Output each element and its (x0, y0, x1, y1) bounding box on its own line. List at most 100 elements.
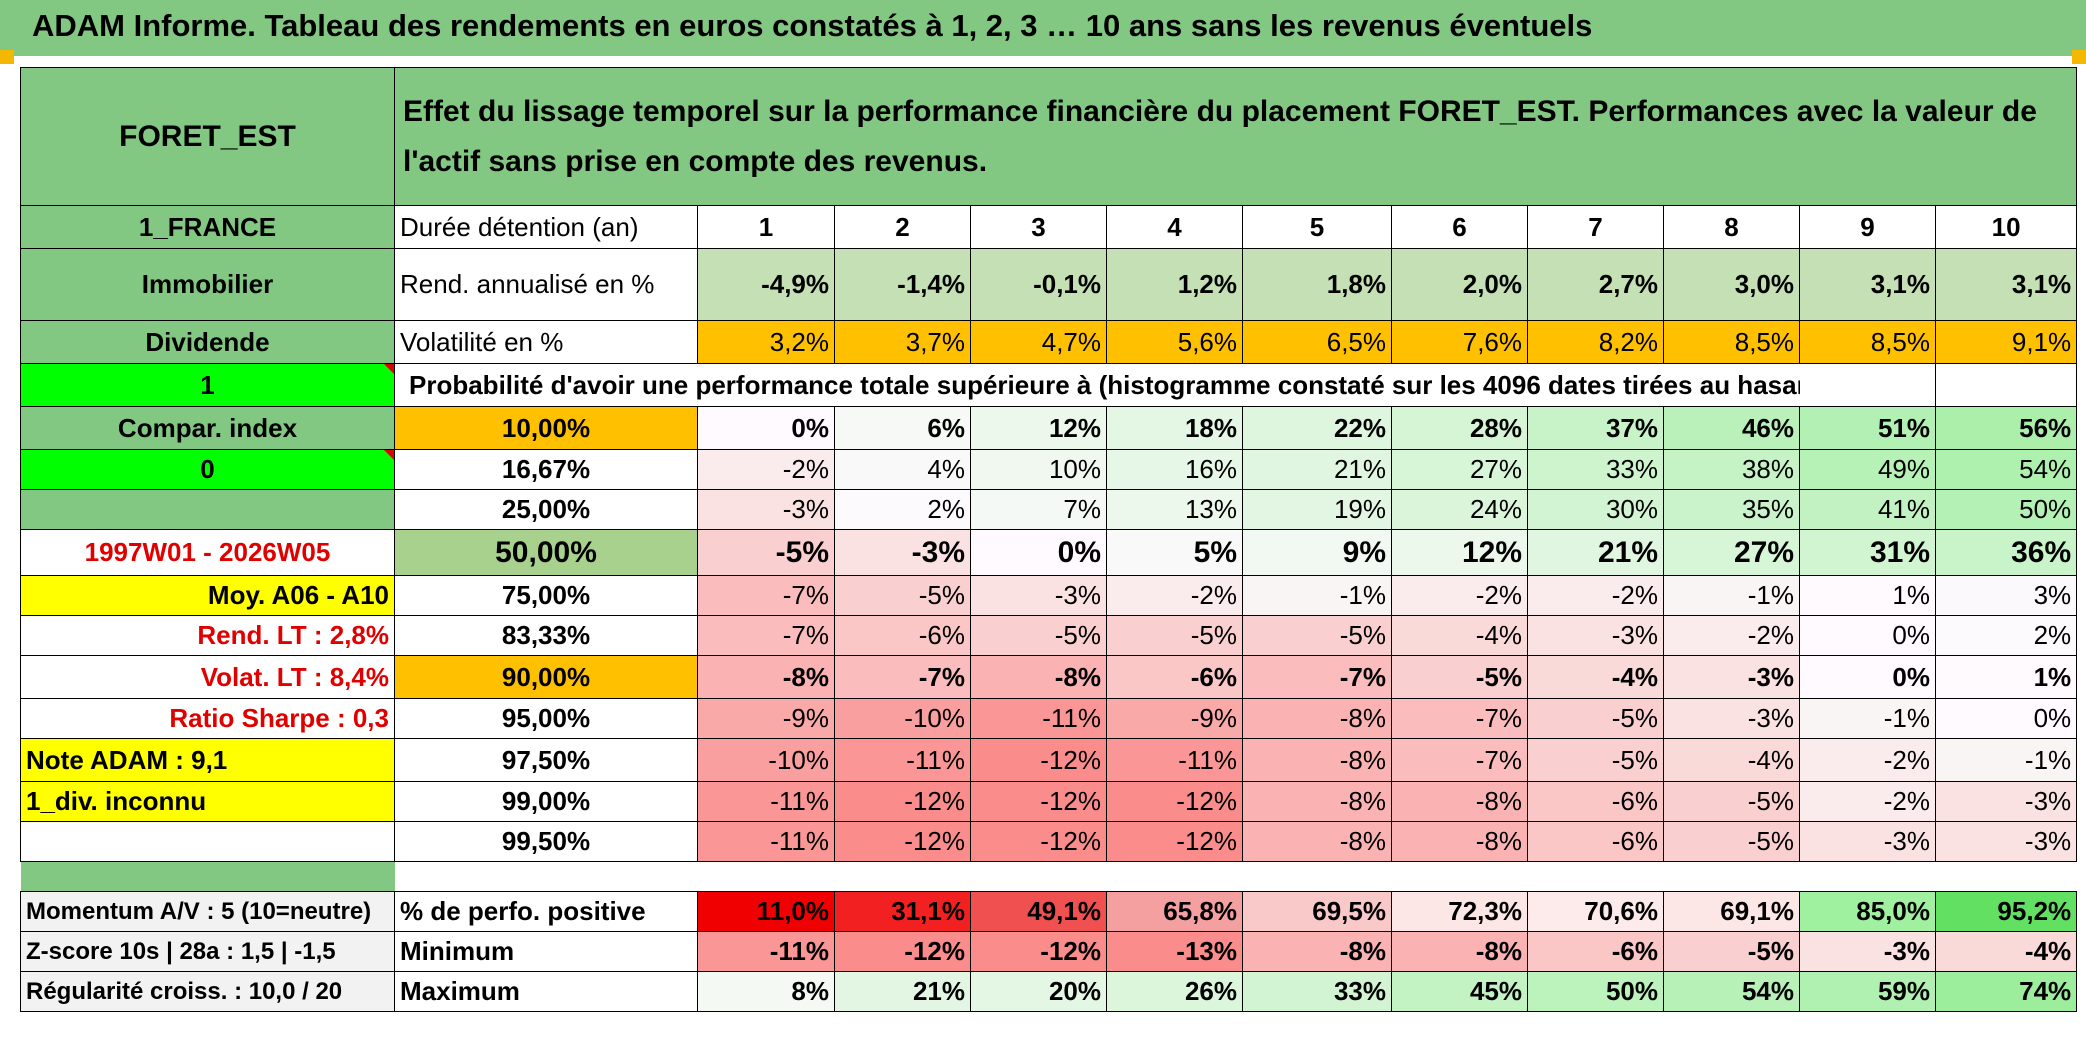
year-header: 3 (970, 205, 1107, 249)
fund-name: FORET_EST (20, 67, 395, 206)
minimum-cell: -11% (697, 931, 835, 972)
probability-cell: -2% (1799, 781, 1936, 822)
probability-cell: 46% (1663, 406, 1800, 450)
annual-return-cell: -1,4% (834, 248, 971, 321)
probability-cell: 6% (834, 406, 971, 450)
probability-cell: -12% (970, 738, 1107, 782)
probability-cell: -8% (1242, 781, 1392, 822)
probability-cell: -2% (1527, 575, 1664, 616)
positive-perf-cell: 85,0% (1799, 891, 1936, 932)
positive-perf-cell: 95,2% (1934, 891, 2078, 932)
probability-cell: -4% (1527, 655, 1664, 699)
probability-cell: -11% (1106, 738, 1243, 782)
volatility-cell: 8,2% (1527, 320, 1664, 364)
probability-cell: -3% (834, 529, 971, 576)
year-header: 7 (1527, 205, 1664, 249)
probability-cell: -3% (697, 489, 835, 530)
type-label: Dividende (20, 320, 395, 364)
proba-label: Probabilité d'avoir une performance tota… (394, 363, 1800, 407)
country-label: 1_FRANCE (20, 205, 395, 249)
maximum-cell: 8% (697, 971, 835, 1012)
probability-cell: -12% (970, 781, 1107, 822)
volatility-cell: 3,2% (697, 320, 835, 364)
maximum-cell: 33% (1242, 971, 1392, 1012)
maximum-cell: 45% (1391, 971, 1528, 1012)
probability-cell: -6% (1527, 781, 1664, 822)
annual-return-cell: -4,9% (697, 248, 835, 321)
probability-cell: -8% (1391, 781, 1528, 822)
annual-return-cell: 1,2% (1106, 248, 1243, 321)
probability-cell: 30% (1527, 489, 1664, 530)
probability-cell: -3% (1527, 615, 1664, 656)
annual-return-cell: 1,8% (1242, 248, 1392, 321)
positive-perf-cell: 65,8% (1106, 891, 1243, 932)
compar-index-label: Compar. index (20, 406, 395, 450)
maximum-cell: 74% (1934, 971, 2078, 1012)
minimum-cell: -12% (970, 931, 1107, 972)
maximum-cell: 50% (1527, 971, 1664, 1012)
minimum-cell: -8% (1242, 931, 1392, 972)
probability-cell: -2% (1663, 615, 1800, 656)
probability-cell: -3% (970, 575, 1107, 616)
probability-cell: -5% (1391, 655, 1528, 699)
probability-cell: -1% (1663, 575, 1800, 616)
probability-cell: -8% (1391, 821, 1528, 862)
probability-cell: 1% (1934, 655, 2078, 699)
probability-cell: -8% (1242, 698, 1392, 739)
volat-label: Volatilité en % (394, 320, 698, 364)
probability-level: 75,00% (394, 575, 698, 616)
probability-cell: 7% (970, 489, 1107, 530)
probability-cell: 0% (697, 406, 835, 450)
probability-cell: 22% (1242, 406, 1392, 450)
probability-cell: 9% (1242, 529, 1392, 576)
probability-cell: -9% (1106, 698, 1243, 739)
probability-cell: -11% (697, 781, 835, 822)
probability-cell: 21% (1527, 529, 1664, 576)
year-header: 2 (834, 205, 971, 249)
probability-cell: -7% (697, 615, 835, 656)
probability-cell: 54% (1934, 449, 2078, 490)
maximum-cell: 20% (970, 971, 1107, 1012)
positive-perf-cell: 69,5% (1242, 891, 1392, 932)
blank-cell (20, 821, 395, 862)
probability-cell: -3% (1799, 821, 1936, 862)
probability-cell: -2% (1391, 575, 1528, 616)
probability-cell: 49% (1799, 449, 1936, 490)
minimum-cell: -6% (1527, 931, 1664, 972)
blank-green-cell (20, 489, 395, 530)
zscore-label: Z-score 10s | 28a : 1,5 | -1,5 (20, 931, 395, 972)
volatility-cell: 6,5% (1242, 320, 1392, 364)
probability-cell: -7% (1242, 655, 1392, 699)
probability-cell: -3% (1934, 781, 2078, 822)
probability-cell: 10% (970, 449, 1107, 490)
probability-cell: -3% (1663, 698, 1800, 739)
probability-cell: 0% (1799, 655, 1936, 699)
probability-cell: -4% (1391, 615, 1528, 656)
probability-cell: -3% (1663, 655, 1800, 699)
year-header: 6 (1391, 205, 1528, 249)
maximum-label: Maximum (394, 971, 698, 1012)
probability-level: 99,00% (394, 781, 698, 822)
probability-cell: 4% (834, 449, 971, 490)
probability-cell: -11% (970, 698, 1107, 739)
probability-cell: -6% (1527, 821, 1664, 862)
probability-cell: -8% (970, 655, 1107, 699)
report-title: ADAM Informe. Tableau des rendements en … (32, 8, 1593, 43)
probability-level: 25,00% (394, 489, 698, 530)
probability-cell: 50% (1934, 489, 2078, 530)
annual-return-cell: 3,1% (1934, 248, 2078, 321)
annual-return-cell: 2,7% (1527, 248, 1664, 321)
probability-cell: 0% (1934, 698, 2078, 739)
probability-cell: 27% (1391, 449, 1528, 490)
probability-level: 97,50% (394, 738, 698, 782)
year-header: 8 (1663, 205, 1800, 249)
probability-cell: -1% (1242, 575, 1392, 616)
category-label: Immobilier (20, 248, 395, 321)
probability-cell: -8% (1242, 738, 1392, 782)
probability-level: 90,00% (394, 655, 698, 699)
probability-cell: -5% (834, 575, 971, 616)
minimum-label: Minimum (394, 931, 698, 972)
probability-cell: 2% (834, 489, 971, 530)
year-header: 10 (1934, 205, 2078, 249)
rend-label: Rend. annualisé en % (394, 248, 698, 321)
